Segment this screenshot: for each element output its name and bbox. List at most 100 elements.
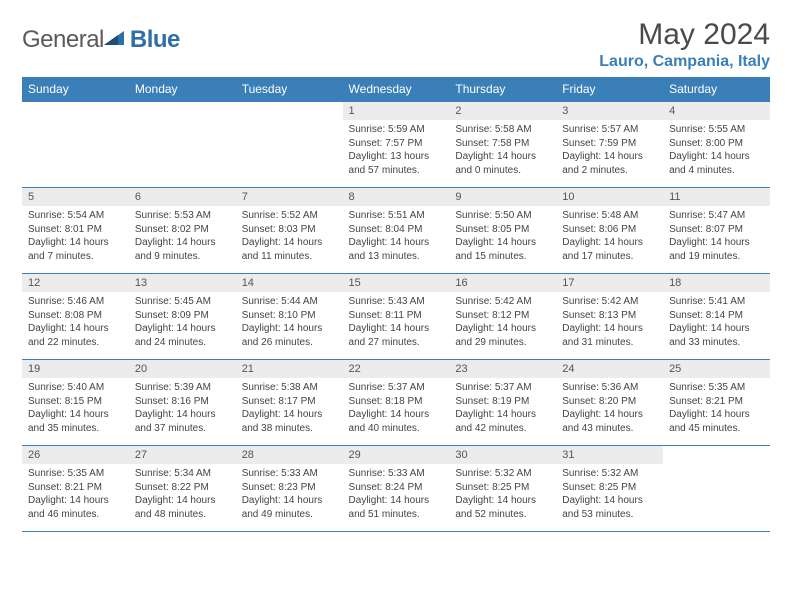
day-details: Sunrise: 5:45 AMSunset: 8:09 PMDaylight:… bbox=[129, 292, 236, 353]
calendar-cell: 10Sunrise: 5:48 AMSunset: 8:06 PMDayligh… bbox=[556, 188, 663, 274]
day-number: 3 bbox=[556, 102, 663, 120]
calendar-cell: 4Sunrise: 5:55 AMSunset: 8:00 PMDaylight… bbox=[663, 102, 770, 188]
weekday-header: Monday bbox=[129, 77, 236, 102]
day-details: Sunrise: 5:51 AMSunset: 8:04 PMDaylight:… bbox=[343, 206, 450, 267]
day-details: Sunrise: 5:58 AMSunset: 7:58 PMDaylight:… bbox=[449, 120, 556, 181]
day-details: Sunrise: 5:32 AMSunset: 8:25 PMDaylight:… bbox=[449, 464, 556, 525]
calendar-cell: 14Sunrise: 5:44 AMSunset: 8:10 PMDayligh… bbox=[236, 274, 343, 360]
day-number: 14 bbox=[236, 274, 343, 292]
day-number: 17 bbox=[556, 274, 663, 292]
calendar-cell: 22Sunrise: 5:37 AMSunset: 8:18 PMDayligh… bbox=[343, 360, 450, 446]
calendar-cell bbox=[22, 102, 129, 188]
calendar-cell bbox=[663, 446, 770, 532]
day-number: 24 bbox=[556, 360, 663, 378]
day-number: 9 bbox=[449, 188, 556, 206]
calendar-cell: 30Sunrise: 5:32 AMSunset: 8:25 PMDayligh… bbox=[449, 446, 556, 532]
day-details: Sunrise: 5:43 AMSunset: 8:11 PMDaylight:… bbox=[343, 292, 450, 353]
calendar-cell: 19Sunrise: 5:40 AMSunset: 8:15 PMDayligh… bbox=[22, 360, 129, 446]
day-details: Sunrise: 5:32 AMSunset: 8:25 PMDaylight:… bbox=[556, 464, 663, 525]
day-details: Sunrise: 5:52 AMSunset: 8:03 PMDaylight:… bbox=[236, 206, 343, 267]
calendar-cell: 23Sunrise: 5:37 AMSunset: 8:19 PMDayligh… bbox=[449, 360, 556, 446]
day-details: Sunrise: 5:48 AMSunset: 8:06 PMDaylight:… bbox=[556, 206, 663, 267]
day-number: 1 bbox=[343, 102, 450, 120]
day-number: 10 bbox=[556, 188, 663, 206]
calendar-cell: 11Sunrise: 5:47 AMSunset: 8:07 PMDayligh… bbox=[663, 188, 770, 274]
day-details: Sunrise: 5:46 AMSunset: 8:08 PMDaylight:… bbox=[22, 292, 129, 353]
day-details: Sunrise: 5:39 AMSunset: 8:16 PMDaylight:… bbox=[129, 378, 236, 439]
day-details: Sunrise: 5:37 AMSunset: 8:19 PMDaylight:… bbox=[449, 378, 556, 439]
day-details: Sunrise: 5:37 AMSunset: 8:18 PMDaylight:… bbox=[343, 378, 450, 439]
weekday-header: Wednesday bbox=[343, 77, 450, 102]
calendar-cell: 29Sunrise: 5:33 AMSunset: 8:24 PMDayligh… bbox=[343, 446, 450, 532]
day-details: Sunrise: 5:33 AMSunset: 8:23 PMDaylight:… bbox=[236, 464, 343, 525]
day-number: 18 bbox=[663, 274, 770, 292]
day-details: Sunrise: 5:42 AMSunset: 8:12 PMDaylight:… bbox=[449, 292, 556, 353]
day-details: Sunrise: 5:47 AMSunset: 8:07 PMDaylight:… bbox=[663, 206, 770, 267]
weekday-header: Thursday bbox=[449, 77, 556, 102]
brand-logo: General Blue bbox=[22, 26, 180, 54]
calendar-cell: 24Sunrise: 5:36 AMSunset: 8:20 PMDayligh… bbox=[556, 360, 663, 446]
calendar-table: SundayMondayTuesdayWednesdayThursdayFrid… bbox=[22, 77, 770, 532]
day-details: Sunrise: 5:55 AMSunset: 8:00 PMDaylight:… bbox=[663, 120, 770, 181]
calendar-cell: 3Sunrise: 5:57 AMSunset: 7:59 PMDaylight… bbox=[556, 102, 663, 188]
day-number: 11 bbox=[663, 188, 770, 206]
day-details: Sunrise: 5:53 AMSunset: 8:02 PMDaylight:… bbox=[129, 206, 236, 267]
calendar-cell: 7Sunrise: 5:52 AMSunset: 8:03 PMDaylight… bbox=[236, 188, 343, 274]
calendar-cell bbox=[129, 102, 236, 188]
brand-text-1: General bbox=[22, 26, 104, 54]
calendar-cell: 20Sunrise: 5:39 AMSunset: 8:16 PMDayligh… bbox=[129, 360, 236, 446]
day-number: 19 bbox=[22, 360, 129, 378]
calendar-cell: 13Sunrise: 5:45 AMSunset: 8:09 PMDayligh… bbox=[129, 274, 236, 360]
calendar-cell bbox=[236, 102, 343, 188]
calendar-cell: 15Sunrise: 5:43 AMSunset: 8:11 PMDayligh… bbox=[343, 274, 450, 360]
day-number: 5 bbox=[22, 188, 129, 206]
day-number: 22 bbox=[343, 360, 450, 378]
day-details: Sunrise: 5:36 AMSunset: 8:20 PMDaylight:… bbox=[556, 378, 663, 439]
day-number: 23 bbox=[449, 360, 556, 378]
day-number: 26 bbox=[22, 446, 129, 464]
day-details: Sunrise: 5:41 AMSunset: 8:14 PMDaylight:… bbox=[663, 292, 770, 353]
day-number: 31 bbox=[556, 446, 663, 464]
day-number: 7 bbox=[236, 188, 343, 206]
day-number: 28 bbox=[236, 446, 343, 464]
day-details: Sunrise: 5:42 AMSunset: 8:13 PMDaylight:… bbox=[556, 292, 663, 353]
calendar-cell: 5Sunrise: 5:54 AMSunset: 8:01 PMDaylight… bbox=[22, 188, 129, 274]
weekday-header: Tuesday bbox=[236, 77, 343, 102]
day-number: 4 bbox=[663, 102, 770, 120]
day-number: 30 bbox=[449, 446, 556, 464]
calendar-cell: 9Sunrise: 5:50 AMSunset: 8:05 PMDaylight… bbox=[449, 188, 556, 274]
calendar-cell: 12Sunrise: 5:46 AMSunset: 8:08 PMDayligh… bbox=[22, 274, 129, 360]
day-number: 16 bbox=[449, 274, 556, 292]
day-number: 29 bbox=[343, 446, 450, 464]
calendar-cell: 26Sunrise: 5:35 AMSunset: 8:21 PMDayligh… bbox=[22, 446, 129, 532]
day-details: Sunrise: 5:33 AMSunset: 8:24 PMDaylight:… bbox=[343, 464, 450, 525]
brand-text-2: Blue bbox=[130, 26, 180, 54]
day-details: Sunrise: 5:54 AMSunset: 8:01 PMDaylight:… bbox=[22, 206, 129, 267]
calendar-cell: 2Sunrise: 5:58 AMSunset: 7:58 PMDaylight… bbox=[449, 102, 556, 188]
day-number: 2 bbox=[449, 102, 556, 120]
calendar-cell: 16Sunrise: 5:42 AMSunset: 8:12 PMDayligh… bbox=[449, 274, 556, 360]
weekday-header: Sunday bbox=[22, 77, 129, 102]
day-number: 25 bbox=[663, 360, 770, 378]
calendar-cell: 8Sunrise: 5:51 AMSunset: 8:04 PMDaylight… bbox=[343, 188, 450, 274]
weekday-header: Saturday bbox=[663, 77, 770, 102]
calendar-cell: 1Sunrise: 5:59 AMSunset: 7:57 PMDaylight… bbox=[343, 102, 450, 188]
calendar-cell: 17Sunrise: 5:42 AMSunset: 8:13 PMDayligh… bbox=[556, 274, 663, 360]
day-details: Sunrise: 5:57 AMSunset: 7:59 PMDaylight:… bbox=[556, 120, 663, 181]
calendar-cell: 28Sunrise: 5:33 AMSunset: 8:23 PMDayligh… bbox=[236, 446, 343, 532]
day-number: 6 bbox=[129, 188, 236, 206]
day-number: 27 bbox=[129, 446, 236, 464]
calendar-cell: 18Sunrise: 5:41 AMSunset: 8:14 PMDayligh… bbox=[663, 274, 770, 360]
location-text: Lauro, Campania, Italy bbox=[599, 53, 770, 71]
day-number: 20 bbox=[129, 360, 236, 378]
day-details: Sunrise: 5:40 AMSunset: 8:15 PMDaylight:… bbox=[22, 378, 129, 439]
day-details: Sunrise: 5:50 AMSunset: 8:05 PMDaylight:… bbox=[449, 206, 556, 267]
day-number: 12 bbox=[22, 274, 129, 292]
calendar-cell: 21Sunrise: 5:38 AMSunset: 8:17 PMDayligh… bbox=[236, 360, 343, 446]
day-details: Sunrise: 5:44 AMSunset: 8:10 PMDaylight:… bbox=[236, 292, 343, 353]
day-details: Sunrise: 5:35 AMSunset: 8:21 PMDaylight:… bbox=[663, 378, 770, 439]
day-number: 21 bbox=[236, 360, 343, 378]
day-details: Sunrise: 5:59 AMSunset: 7:57 PMDaylight:… bbox=[343, 120, 450, 181]
calendar-cell: 6Sunrise: 5:53 AMSunset: 8:02 PMDaylight… bbox=[129, 188, 236, 274]
brand-triangle-icon bbox=[104, 29, 126, 52]
